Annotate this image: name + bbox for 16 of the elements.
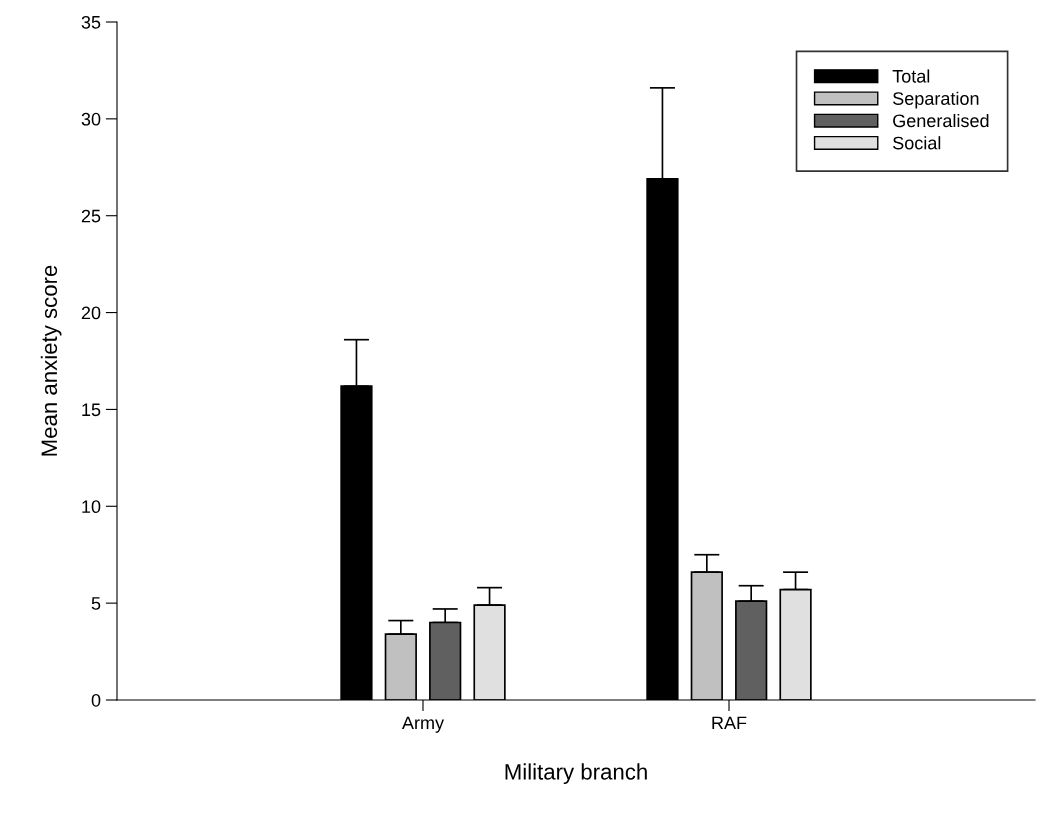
y-tick-label: 5: [91, 597, 101, 610]
y-tick-label: 15: [82, 403, 101, 417]
y-tick-label: 30: [81, 112, 101, 126]
y-tick-label: 0: [91, 693, 101, 707]
x-tick-label: Army: [401, 716, 445, 733]
y-tick-label: 25: [81, 209, 101, 223]
legend-label: Separation: [893, 91, 979, 109]
y-tick-label: 35: [81, 15, 101, 29]
legend-label: Social: [893, 136, 941, 150]
legend-label: Generalised: [893, 113, 989, 128]
x-tick-label: RAF: [712, 716, 747, 730]
y-tick-label: 20: [81, 306, 101, 320]
y-axis-title: Mean anxiety score: [40, 265, 62, 456]
x-axis-title: Military branch: [505, 763, 647, 785]
y-tick-label: 10: [82, 500, 101, 514]
legend-label: Total: [892, 69, 930, 83]
